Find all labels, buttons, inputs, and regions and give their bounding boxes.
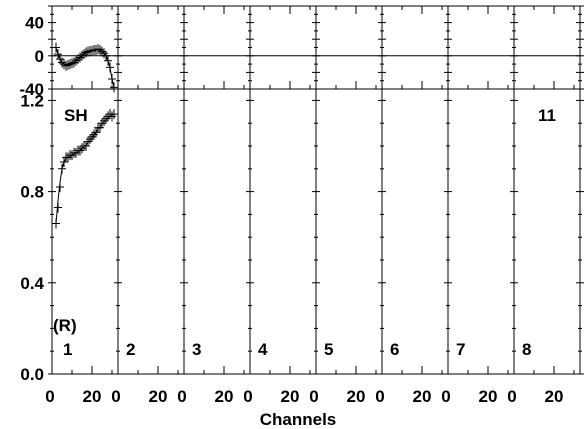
residual-panel-frame: [183, 5, 251, 90]
panel-labels: 1 2 3 4 5 6 7 8: [63, 340, 531, 359]
data-point: [110, 109, 118, 120]
panel-label: 5: [324, 340, 333, 359]
main-panel-frame: [117, 88, 185, 375]
panel-label: 6: [390, 340, 399, 359]
residual-point: [64, 59, 72, 70]
data-point: [72, 147, 80, 158]
top-right-annotation: 11: [538, 106, 556, 125]
residual-point: [62, 60, 70, 71]
main-panel-frame: [315, 88, 383, 375]
data-point: [68, 150, 76, 161]
main-panel-frame: [513, 88, 581, 375]
x-tick-label: 0: [507, 387, 516, 406]
data-marks: [52, 42, 118, 229]
residual-point: [104, 55, 112, 66]
x-tick-label: 0: [375, 387, 384, 406]
x-tick-label: 0: [441, 387, 450, 406]
main-y-tick-label: 0.0: [20, 365, 44, 384]
residual-point: [100, 48, 108, 59]
data-point: [96, 122, 104, 133]
residual-point: [102, 50, 110, 61]
x-tick-label: 0: [309, 387, 318, 406]
x-tick-label: 0: [45, 387, 54, 406]
panel-label: 3: [192, 340, 201, 359]
panel-label: 7: [456, 340, 465, 359]
panel-label: 4: [258, 340, 268, 359]
data-point: [92, 127, 100, 138]
residual-point: [82, 47, 90, 58]
residual-point: [66, 59, 74, 70]
residual-point: [106, 62, 114, 73]
x-tick-label: 20: [281, 387, 300, 406]
x-tick-labels: 0 20 0 20 0 20 0 20 0 20 0 20 0 20 0 20: [45, 387, 563, 406]
residual-y-tick-label: 40: [25, 14, 44, 33]
data-point: [108, 111, 116, 122]
main-panel-frame: [249, 88, 317, 375]
panel-label: 8: [522, 340, 531, 359]
data-point: [54, 202, 62, 213]
x-tick-label: 20: [413, 387, 432, 406]
data-point: [88, 131, 96, 142]
residual-point: [84, 46, 92, 57]
data-point: [98, 118, 106, 129]
data-point: [90, 129, 98, 140]
residual-point: [94, 44, 102, 55]
residual-point: [80, 49, 88, 60]
tick-marks: [48, 5, 584, 375]
x-tick-label: 0: [243, 387, 252, 406]
data-point: [78, 143, 86, 154]
residual-panel-frame: [447, 5, 515, 90]
panel-label: 1: [63, 340, 72, 359]
residual-panel-frame: [117, 5, 185, 90]
residual-point: [108, 74, 116, 85]
x-tick-label: 20: [149, 387, 168, 406]
main-y-tick-label: 1.2: [20, 91, 44, 110]
residual-point: [52, 42, 60, 53]
data-point: [76, 145, 84, 156]
x-tick-label: 20: [479, 387, 498, 406]
main-panel-frame: [183, 88, 251, 375]
residual-panel-frame: [249, 5, 317, 90]
r-annotation: (R): [53, 316, 77, 335]
data-point: [84, 136, 92, 147]
panel-label: 2: [126, 340, 135, 359]
data-point: [58, 163, 66, 174]
data-point: [82, 141, 90, 151]
residual-point: [98, 46, 106, 57]
panel-frames: [51, 5, 581, 375]
residual-point: [88, 45, 96, 56]
sh-annotation: SH: [64, 106, 88, 125]
data-point: [100, 115, 108, 126]
x-tick-label: 0: [177, 387, 186, 406]
residual-point: [110, 82, 118, 93]
main-panel-frame: [381, 88, 449, 375]
x-axis-label: Channels: [260, 410, 337, 429]
residual-panel-frame: [513, 5, 581, 90]
residual-panel-frame: [51, 5, 119, 90]
main-y-tick-label: 0.4: [20, 274, 44, 293]
residual-y-tick-label: -40: [19, 80, 44, 99]
residual-panel-frame: [381, 5, 449, 90]
data-point: [86, 134, 94, 145]
data-point: [52, 218, 60, 229]
residual-y-tick-label: 0: [35, 47, 44, 66]
x-tick-label: 20: [215, 387, 234, 406]
data-point: [64, 152, 72, 163]
x-tick-label: 20: [545, 387, 564, 406]
data-point: [102, 113, 110, 124]
data-point: [60, 156, 68, 167]
main-y-tick-label: 0.8: [20, 183, 44, 202]
main-panel-frame: [447, 88, 515, 375]
data-point: [56, 182, 64, 193]
residual-panel-frame: [315, 5, 383, 90]
residual-point: [68, 58, 76, 69]
x-tick-label: 20: [83, 387, 102, 406]
x-tick-label: 0: [111, 387, 120, 406]
y-tick-labels: 1.2 0.8 0.4 0.0 40 0 -40: [19, 14, 44, 384]
x-tick-label: 20: [347, 387, 366, 406]
residual-point: [54, 49, 62, 60]
